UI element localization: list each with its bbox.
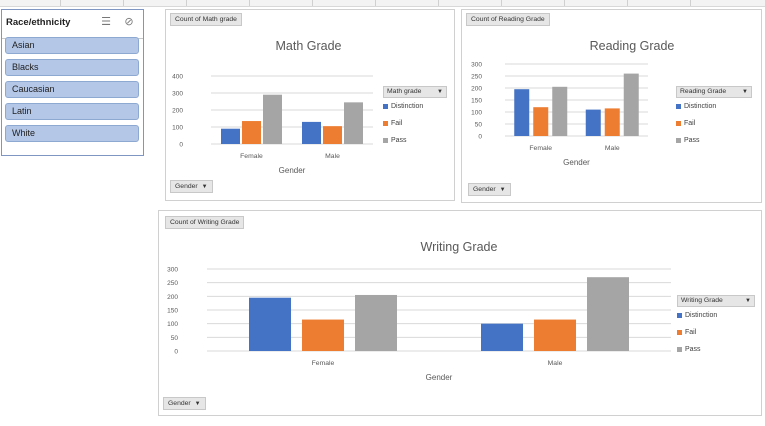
math-gender-filter-button[interactable]: Gender ▼: [170, 180, 213, 193]
writing-legend-pass: Pass: [677, 341, 755, 358]
sheet-header-strip: [0, 0, 765, 7]
math-chart-plot: 0 100 200 300 400 Female Male Gender: [172, 74, 373, 175]
reading-x-category-label: Male: [605, 145, 620, 152]
slicer-item-asian[interactable]: Asian: [5, 37, 139, 54]
reading-y-tick-label: 200: [471, 86, 482, 93]
reading-legend-field-button[interactable]: Reading Grade ▼: [676, 86, 752, 98]
writing-legend-fail: Fail: [677, 324, 755, 341]
chevron-down-icon: ▼: [499, 187, 506, 193]
writing-x-axis-title: Gender: [426, 373, 453, 382]
writing-legend-distinction: Distinction: [677, 307, 755, 324]
writing-x-category-label: Female: [312, 360, 335, 367]
writing-chart-title: Writing Grade: [420, 240, 498, 254]
math-legend-distinction: Distinction: [383, 98, 447, 115]
reading-x-axis-title: Gender: [563, 158, 590, 167]
reading-y-tick-label: 0: [478, 134, 482, 141]
math-bar-male-pass[interactable]: [344, 102, 363, 144]
writing-bar-male-fail[interactable]: [534, 319, 576, 351]
math-x-category-label: Male: [325, 153, 340, 160]
writing-y-tick-label: 150: [167, 308, 178, 315]
reading-legend-pass: Pass: [676, 132, 752, 149]
writing-bar-female-distinction[interactable]: [249, 297, 291, 351]
reading-legend-title: Reading Grade: [680, 88, 727, 95]
writing-legend: Writing Grade ▼ Distinction Fail Pass: [677, 295, 755, 358]
reading-chart-title: Reading Grade: [589, 39, 675, 53]
math-x-category-label: Female: [240, 153, 263, 160]
writing-bar-female-pass[interactable]: [355, 294, 397, 351]
chevron-down-icon: ▼: [742, 89, 748, 95]
writing-legend-title: Writing Grade: [681, 297, 723, 304]
slicer-item-blacks[interactable]: Blacks: [5, 59, 139, 76]
writing-y-tick-label: 200: [167, 294, 178, 301]
writing-x-category-label: Male: [548, 360, 563, 367]
math-legend: Math grade ▼ Distinction Fail Pass: [383, 86, 447, 149]
reading-legend-distinction: Distinction: [676, 98, 752, 115]
chevron-down-icon: ▼: [201, 184, 208, 190]
writing-chart-plot: 0 50 100 150 200 250 300 Female Male Gender: [167, 267, 671, 382]
writing-y-tick-label: 0: [174, 349, 178, 356]
math-bar-male-distinction[interactable]: [302, 121, 321, 144]
math-legend-fail: Fail: [383, 115, 447, 132]
slicer-item-caucasian[interactable]: Caucasian: [5, 81, 139, 98]
math-x-axis-title: Gender: [279, 166, 306, 175]
math-bar-female-fail[interactable]: [242, 121, 261, 144]
reading-legend: Reading Grade ▼ Distinction Fail Pass: [676, 86, 752, 149]
math-bar-male-fail[interactable]: [323, 126, 342, 144]
writing-y-tick-label: 100: [167, 321, 178, 328]
reading-bar-female-pass[interactable]: [552, 86, 568, 136]
math-y-tick-label: 300: [172, 91, 183, 98]
math-value-field-tag[interactable]: Count of Math grade: [170, 13, 242, 26]
chevron-down-icon: ▼: [745, 298, 751, 304]
math-bar-female-distinction[interactable]: [221, 128, 240, 144]
writing-value-field-tag[interactable]: Count of Writing Grade: [165, 216, 245, 229]
writing-legend-field-button[interactable]: Writing Grade ▼: [677, 295, 755, 307]
writing-gender-filter-button[interactable]: Gender ▼: [163, 397, 206, 410]
writing-y-tick-label: 300: [167, 267, 178, 274]
writing-y-tick-label: 50: [171, 335, 179, 342]
reading-y-tick-label: 150: [471, 98, 482, 105]
reading-value-field-tag[interactable]: Count of Reading Grade: [466, 13, 550, 26]
reading-y-tick-label: 250: [471, 74, 482, 81]
math-y-tick-label: 200: [172, 108, 183, 115]
chevron-down-icon: ▼: [194, 401, 201, 407]
slicer-item-white[interactable]: White: [5, 125, 139, 142]
writing-y-tick-label: 250: [167, 280, 178, 287]
math-chart-title: Math Grade: [275, 39, 342, 53]
writing-chart-panel[interactable]: Count of Writing Grade Writing Grade 0 50…: [158, 210, 762, 416]
reading-y-tick-label: 50: [475, 122, 483, 129]
reading-y-tick-label: 300: [471, 62, 482, 69]
multi-select-icon[interactable]: ☰: [101, 16, 111, 28]
math-y-tick-label: 0: [179, 142, 183, 149]
reading-y-tick-label: 100: [471, 110, 482, 117]
reading-legend-fail: Fail: [676, 115, 752, 132]
math-y-tick-label: 100: [172, 125, 183, 132]
reading-bar-male-pass[interactable]: [623, 73, 639, 136]
reading-gender-filter-button[interactable]: Gender ▼: [468, 183, 511, 196]
chevron-down-icon: ▼: [437, 89, 443, 95]
writing-bar-female-fail[interactable]: [302, 319, 344, 351]
reading-bar-male-distinction[interactable]: [585, 109, 601, 136]
slicer-item-latin[interactable]: Latin: [5, 103, 139, 120]
reading-bar-male-fail[interactable]: [604, 108, 620, 136]
race-ethnicity-slicer: Race/ethnicity ☰ ⊘ Asian Blacks Caucasia…: [1, 9, 144, 156]
math-bar-female-pass[interactable]: [263, 94, 282, 144]
writing-bar-male-distinction[interactable]: [481, 323, 523, 351]
reading-bar-female-distinction[interactable]: [514, 89, 530, 136]
reading-chart-plot: 0 50 100 150 200 250 300 Female Male Gender: [471, 62, 648, 167]
reading-x-category-label: Female: [529, 145, 552, 152]
slicer-title: Race/ethnicity: [6, 17, 71, 28]
math-y-tick-label: 400: [172, 74, 183, 81]
reading-bar-female-fail[interactable]: [533, 107, 549, 136]
math-chart-panel[interactable]: Count of Math grade Math Grade 0 100 200 30…: [165, 9, 455, 201]
clear-filter-icon[interactable]: ⊘: [124, 16, 134, 28]
math-legend-pass: Pass: [383, 132, 447, 149]
math-legend-title: Math grade: [387, 88, 422, 95]
math-legend-field-button[interactable]: Math grade ▼: [383, 86, 447, 98]
reading-chart-panel[interactable]: Count of Reading Grade Reading Grade 0 50…: [461, 9, 762, 203]
writing-bar-male-pass[interactable]: [587, 277, 629, 351]
